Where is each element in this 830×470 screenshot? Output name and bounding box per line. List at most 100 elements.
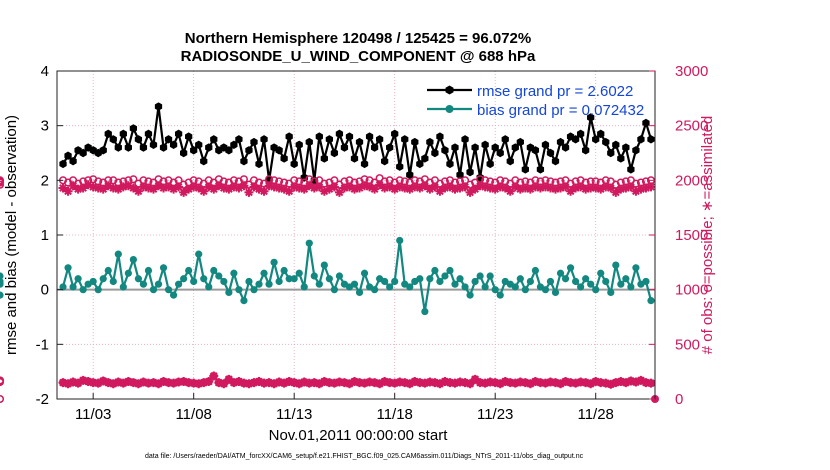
rmse-point bbox=[642, 118, 650, 128]
bias-point bbox=[285, 275, 293, 283]
rmse-point bbox=[164, 135, 173, 144]
obs-assimilated-point bbox=[199, 378, 209, 388]
bias-line bbox=[61, 240, 653, 312]
rmse-point bbox=[340, 143, 349, 152]
obs-assimilated-point bbox=[581, 378, 591, 388]
obs-assimilated-point bbox=[329, 182, 339, 192]
bias-point bbox=[169, 291, 178, 299]
y-right-tick-label: 1000 bbox=[675, 282, 708, 299]
obs-assimilated-point bbox=[113, 377, 123, 387]
obs-assimilated-point bbox=[616, 184, 626, 194]
obs-assimilated-point bbox=[259, 378, 269, 388]
bias-point bbox=[139, 280, 148, 288]
obs-assimilated-point bbox=[520, 183, 530, 193]
rmse-point bbox=[79, 148, 87, 158]
obs-assimilated-point bbox=[269, 182, 279, 192]
rmse-point bbox=[597, 129, 605, 139]
obs-assimilated-point bbox=[244, 379, 254, 389]
rmse-point bbox=[506, 157, 514, 166]
bias-point bbox=[200, 275, 208, 283]
obs-assimilated-point bbox=[294, 183, 304, 193]
bias-point bbox=[235, 286, 243, 294]
obs-assimilated-point bbox=[73, 184, 83, 194]
bias-point bbox=[255, 280, 263, 288]
obs-assimilated-point bbox=[395, 377, 405, 387]
bias-point bbox=[421, 307, 429, 316]
obs-assimilated-point bbox=[63, 186, 73, 196]
rmse-point bbox=[365, 132, 374, 141]
obs-assimilated-point bbox=[475, 378, 485, 388]
obs-assimilated-point bbox=[545, 183, 555, 193]
obs-assimilated-point bbox=[510, 182, 520, 192]
bias-point bbox=[69, 283, 77, 291]
obs-assimilated-point bbox=[556, 183, 566, 193]
bias-point bbox=[190, 277, 198, 286]
obs-assimilated-point bbox=[244, 187, 254, 197]
bias-point bbox=[426, 275, 434, 283]
bias-point bbox=[305, 239, 313, 247]
bias-point bbox=[627, 283, 635, 291]
obs-assimilated-point bbox=[365, 182, 375, 192]
bias-point bbox=[406, 283, 414, 291]
obs-assimilated-point bbox=[224, 374, 234, 384]
obs-assimilated-point bbox=[380, 183, 390, 193]
rmse-point bbox=[592, 135, 600, 144]
obs-assimilated-point bbox=[93, 378, 103, 388]
bias-point bbox=[566, 264, 575, 272]
obs-assimilated-point bbox=[430, 378, 440, 388]
obs-assimilated-point bbox=[626, 376, 636, 386]
bias-point bbox=[642, 277, 650, 286]
obs-assimilated-point bbox=[460, 378, 470, 388]
rmse-point bbox=[260, 135, 268, 144]
obs-assimilated-point bbox=[535, 378, 545, 388]
bias-point bbox=[431, 266, 439, 275]
y-left-tick-label: 2 bbox=[41, 172, 49, 189]
bias-point bbox=[546, 277, 555, 286]
rmse-point bbox=[571, 135, 580, 144]
obs-assimilated-point bbox=[58, 378, 68, 388]
obs-assimilated-point bbox=[349, 184, 359, 194]
obs-assimilated-point bbox=[596, 184, 606, 194]
bias-point bbox=[210, 266, 218, 275]
obs-assimilated-point bbox=[440, 377, 450, 387]
bias-point bbox=[245, 277, 253, 286]
bias-point bbox=[516, 275, 524, 283]
bias-point bbox=[300, 283, 308, 291]
obs-assimilated-point bbox=[239, 181, 249, 191]
obs-assimilated-point bbox=[154, 379, 164, 389]
obs-assimilated-point bbox=[148, 378, 158, 388]
obs-assimilated-point bbox=[505, 186, 515, 196]
chart-title: Northern Hemisphere 120498 / 125425 = 96… bbox=[185, 30, 531, 47]
rmse-point bbox=[185, 132, 193, 141]
y-left-tick-label: 3 bbox=[41, 118, 49, 135]
obs-assimilated-point bbox=[264, 378, 274, 388]
obs-assimilated-point bbox=[279, 184, 289, 194]
obs-assimilated-point bbox=[425, 377, 435, 387]
series-0 bbox=[59, 102, 655, 185]
bias-point bbox=[180, 275, 188, 283]
rmse-point bbox=[174, 129, 183, 139]
rmse-point bbox=[345, 132, 354, 141]
obs-assimilated-point bbox=[299, 184, 309, 194]
bias-point bbox=[320, 261, 328, 269]
footnote: data file: /Users/raeder/DAI/ATM_forcXX/… bbox=[145, 453, 584, 460]
bias-point bbox=[612, 261, 620, 269]
obs-assimilated-point bbox=[505, 378, 515, 388]
rmse-point bbox=[235, 135, 243, 144]
obs-assimilated-point bbox=[606, 183, 616, 193]
y-left-axis-label: rmse and bias (model - observation) bbox=[3, 115, 20, 355]
obs-assimilated-point bbox=[128, 183, 138, 193]
obs-assimilated-point bbox=[194, 379, 204, 389]
obs-assimilated-point bbox=[641, 378, 651, 388]
obs-assimilated-point bbox=[495, 379, 505, 389]
rmse-point bbox=[355, 137, 364, 147]
bias-point bbox=[0, 291, 4, 299]
bias-point bbox=[471, 277, 479, 286]
ticks: -2 -1 0 1 2 3 4 0 500 1000 1500 2000 2500 3000 11/03 11… bbox=[36, 63, 709, 423]
obs-assimilated-point bbox=[591, 377, 601, 387]
obs-assimilated-point bbox=[576, 182, 586, 192]
obs-assimilated-point bbox=[601, 182, 611, 192]
obs-assimilated-point bbox=[641, 183, 651, 193]
bias-point bbox=[607, 288, 615, 296]
obs-assimilated-point bbox=[239, 378, 249, 388]
